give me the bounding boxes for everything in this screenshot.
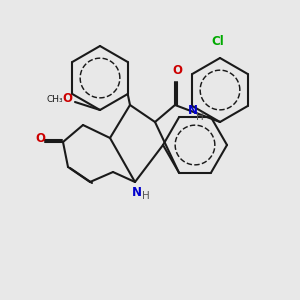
Text: O: O <box>62 92 72 106</box>
Text: O: O <box>35 131 45 145</box>
Text: N: N <box>132 185 142 199</box>
Text: O: O <box>172 64 182 77</box>
Text: Cl: Cl <box>212 35 224 48</box>
Text: CH₃: CH₃ <box>47 94 63 103</box>
Text: H: H <box>196 112 203 122</box>
Text: H: H <box>142 191 150 201</box>
Text: N: N <box>188 104 197 117</box>
